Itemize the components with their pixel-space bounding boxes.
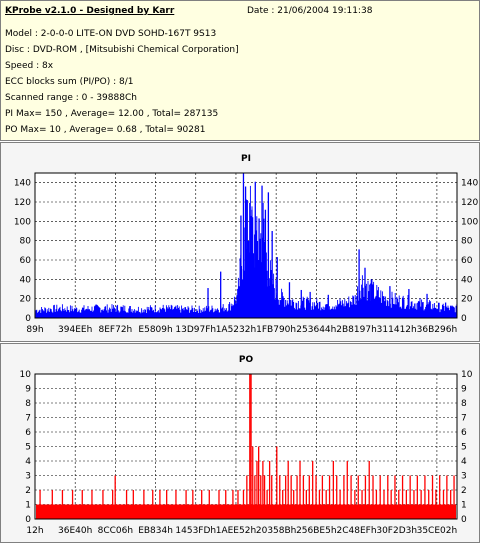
x-tick-label: E5809h [138,325,172,335]
y-tick-label-right: 5 [461,443,467,453]
scan-date: Date : 21/06/2004 19:11:38 [247,6,373,16]
x-tick-label: 2B8197h [336,325,377,335]
y-tick-label-right: 140 [461,179,478,189]
x-tick-label: 1453FDh [175,526,216,536]
y-tick-label-right: 3 [461,472,467,482]
x-tick-label: 89h [26,325,43,335]
x-tick-label: 2C48EFh [337,526,377,536]
y-tick-label-left: 80 [20,237,32,247]
ecc-line: ECC blocks sum (PI/PO) : 8/1 [5,77,134,87]
y-tick-label-right: 40 [461,275,473,285]
po-chart-panel: PO 0 0 1 1 2 2 3 3 4 4 5 5 6 6 7 7 8 8 9 9 10 10 12h 36E40h 8CC06… [0,343,480,543]
y-tick-label-right: 2 [461,486,467,496]
x-tick-label: 311412h [377,325,417,335]
x-tick-label: 8CC06h [98,526,133,536]
y-tick-label-right: 0 [461,515,467,525]
plot-frame [34,373,458,520]
x-tick-label: 13D97Fh [175,325,216,335]
chart-title: PI [241,154,251,164]
pi-chart-panel: PI 0 0 20 20 40 40 60 60 80 80 100 100 120 120 140 140 89… [0,142,480,342]
y-tick-label-left: 8 [25,399,31,409]
x-tick-label: 1AEE52h [216,526,256,536]
x-tick-label: 394EEh [58,325,92,335]
y-tick-label-left: 40 [20,275,32,285]
y-tick-label-right: 9 [461,385,467,395]
app-title: KProbe v2.1.0 - Designed by Karr [5,6,175,16]
y-tick-label-right: 4 [461,457,467,467]
disc-info-panel: KProbe v2.1.0 - Designed by Karr Date : … [0,0,480,141]
y-tick-label-left: 4 [25,457,31,467]
chart-title: PO [239,355,254,365]
pi-noise-bars [35,185,458,318]
pi-summary-line: PI Max= 150 , Average= 12.00 , Total= 28… [5,109,219,119]
y-tick-label-right: 20 [461,295,473,305]
y-tick-label-right: 100 [461,217,478,227]
series-bars [36,374,456,519]
y-tick-label-left: 3 [25,472,31,482]
baseline-band [36,504,456,519]
x-tick-label: 1FB790h [256,325,296,335]
plot-area [34,373,458,520]
po-chart: PO 0 0 1 1 2 2 3 3 4 4 5 5 6 6 7 7 8 8 9 9 10 10 12h 36E40h 8CC06… [20,355,473,536]
y-tick-label-left: 0 [25,314,31,324]
y-tick-label-right: 10 [461,370,473,380]
speed-line: Speed : 8x [5,61,54,71]
x-tick-label: 30F2D3h [376,526,417,536]
x-tick-label: 36B296h [417,325,458,335]
y-tick-label-left: 140 [14,179,31,189]
plot-frame [34,172,458,319]
series-bars [35,173,458,318]
disc-line: Disc : DVD-ROM , [Mitsubishi Chemical Co… [5,45,239,55]
x-tick-label: 253644h [296,325,336,335]
y-tick-label-right: 120 [461,198,478,208]
x-tick-label: 36E40h [58,526,92,536]
y-tick-label-left: 5 [25,443,31,453]
y-tick-label-right: 1 [461,501,467,511]
y-tick-label-left: 60 [20,256,32,266]
y-tick-label-left: 7 [25,414,31,424]
x-tick-label: EB834h [138,526,173,536]
y-tick-label-left: 20 [20,295,32,305]
scanned-range-line: Scanned range : 0 - 39888Ch [5,93,137,103]
y-tick-label-right: 8 [461,399,467,409]
y-tick-label-left: 1 [25,501,31,511]
x-tick-label: 35CE02h [417,526,458,536]
x-tick-label: 20358Bh [256,526,297,536]
x-tick-label: 1A5232h [216,325,257,335]
y-tick-label-left: 6 [25,428,31,438]
y-tick-label-left: 100 [14,217,31,227]
y-tick-label-right: 60 [461,256,473,266]
y-tick-label-left: 9 [25,385,31,395]
y-tick-label-right: 6 [461,428,467,438]
y-tick-label-right: 0 [461,314,467,324]
x-tick-label: 8EF72h [99,325,133,335]
po-summary-line: PO Max= 10 , Average= 0.68 , Total= 9028… [5,125,206,135]
y-tick-label-left: 10 [20,370,32,380]
model-line: Model : 2-0-0-0 LITE-ON DVD SOHD-167T 9S… [5,29,217,39]
y-tick-label-left: 0 [25,515,31,525]
y-tick-label-right: 80 [461,237,473,247]
x-tick-label: 12h [26,526,43,536]
y-tick-label-right: 7 [461,414,467,424]
y-tick-label-left: 120 [14,198,31,208]
x-tick-label: 256BE5h [296,526,336,536]
pi-chart: PI 0 0 20 20 40 40 60 60 80 80 100 100 120 120 140 140 89… [14,154,479,335]
y-tick-label-left: 2 [25,486,31,496]
